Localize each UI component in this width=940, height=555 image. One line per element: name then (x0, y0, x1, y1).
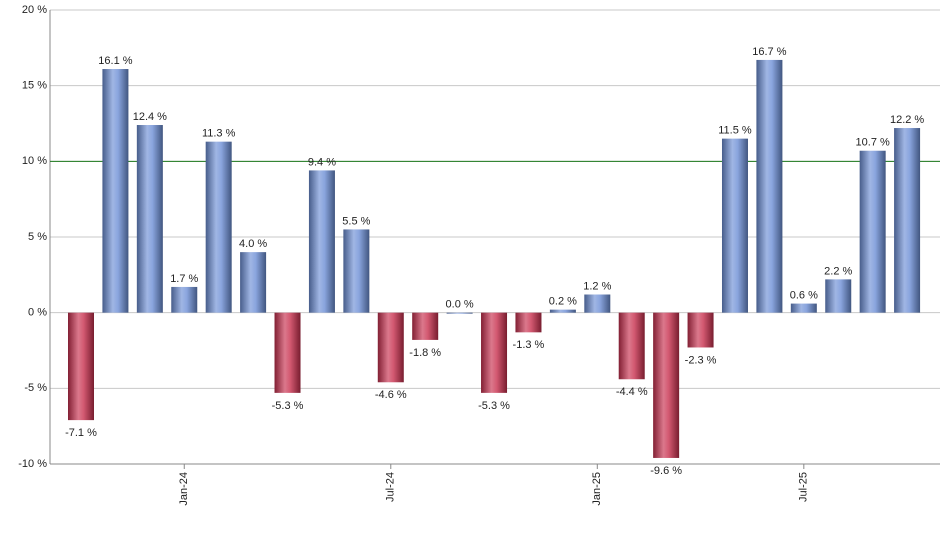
bar (240, 252, 267, 313)
value-label: -1.8 % (409, 347, 441, 359)
value-label: 4.0 % (239, 238, 267, 250)
value-label: 0.0 % (446, 299, 474, 311)
bar (515, 312, 542, 333)
bar (274, 312, 301, 393)
y-tick-label: -10 % (18, 458, 47, 470)
y-tick-label: 20 % (22, 4, 47, 16)
value-label: -4.6 % (375, 389, 407, 401)
y-tick-label: 0 % (28, 307, 47, 319)
bar (481, 312, 508, 393)
bar (721, 138, 748, 313)
value-label: 16.7 % (752, 46, 786, 58)
value-label: 11.5 % (718, 125, 752, 137)
bar (412, 312, 439, 340)
bar (618, 312, 645, 380)
y-tick-label: 5 % (28, 231, 47, 243)
value-label: -9.6 % (650, 465, 682, 477)
value-label: -5.3 % (272, 400, 304, 412)
bar (653, 312, 680, 458)
y-tick-label: 10 % (22, 155, 47, 167)
value-label: -2.3 % (685, 354, 717, 366)
value-label: 1.7 % (170, 273, 198, 285)
bar (343, 229, 370, 313)
value-label: 12.2 % (890, 114, 924, 126)
y-tick-label: 15 % (22, 80, 47, 92)
value-label: 12.4 % (133, 111, 167, 123)
bar (859, 150, 886, 313)
bar (790, 303, 817, 313)
x-tick-label: Jul-24 (385, 472, 397, 502)
value-label: 16.1 % (98, 55, 132, 67)
bar (136, 125, 163, 313)
value-label: -4.4 % (616, 386, 648, 398)
bar (446, 312, 473, 314)
bar (756, 59, 783, 313)
bar (377, 312, 404, 383)
bar (687, 312, 714, 348)
bar (171, 286, 198, 313)
bar (584, 294, 611, 313)
value-label: 5.5 % (342, 215, 370, 227)
y-tick-label: -5 % (24, 382, 47, 394)
bar (68, 312, 94, 421)
bar (549, 309, 576, 313)
x-tick-label: Jan-25 (591, 472, 603, 506)
bar (205, 141, 232, 313)
value-label: -1.3 % (513, 339, 545, 351)
bar (825, 279, 852, 313)
value-label: 0.2 % (549, 296, 577, 308)
value-label: 11.3 % (202, 128, 236, 140)
bar (102, 69, 129, 313)
x-tick-label: Jan-24 (178, 472, 190, 506)
value-label: 0.6 % (790, 289, 818, 301)
bar (894, 128, 921, 313)
value-label: 9.4 % (308, 156, 336, 168)
value-label: -7.1 % (65, 427, 97, 439)
value-label: 10.7 % (856, 137, 890, 149)
x-tick-label: Jul-25 (798, 472, 810, 502)
value-label: -5.3 % (478, 400, 510, 412)
value-label: 1.2 % (583, 280, 611, 292)
bar (308, 170, 335, 313)
value-label: 2.2 % (824, 265, 852, 277)
